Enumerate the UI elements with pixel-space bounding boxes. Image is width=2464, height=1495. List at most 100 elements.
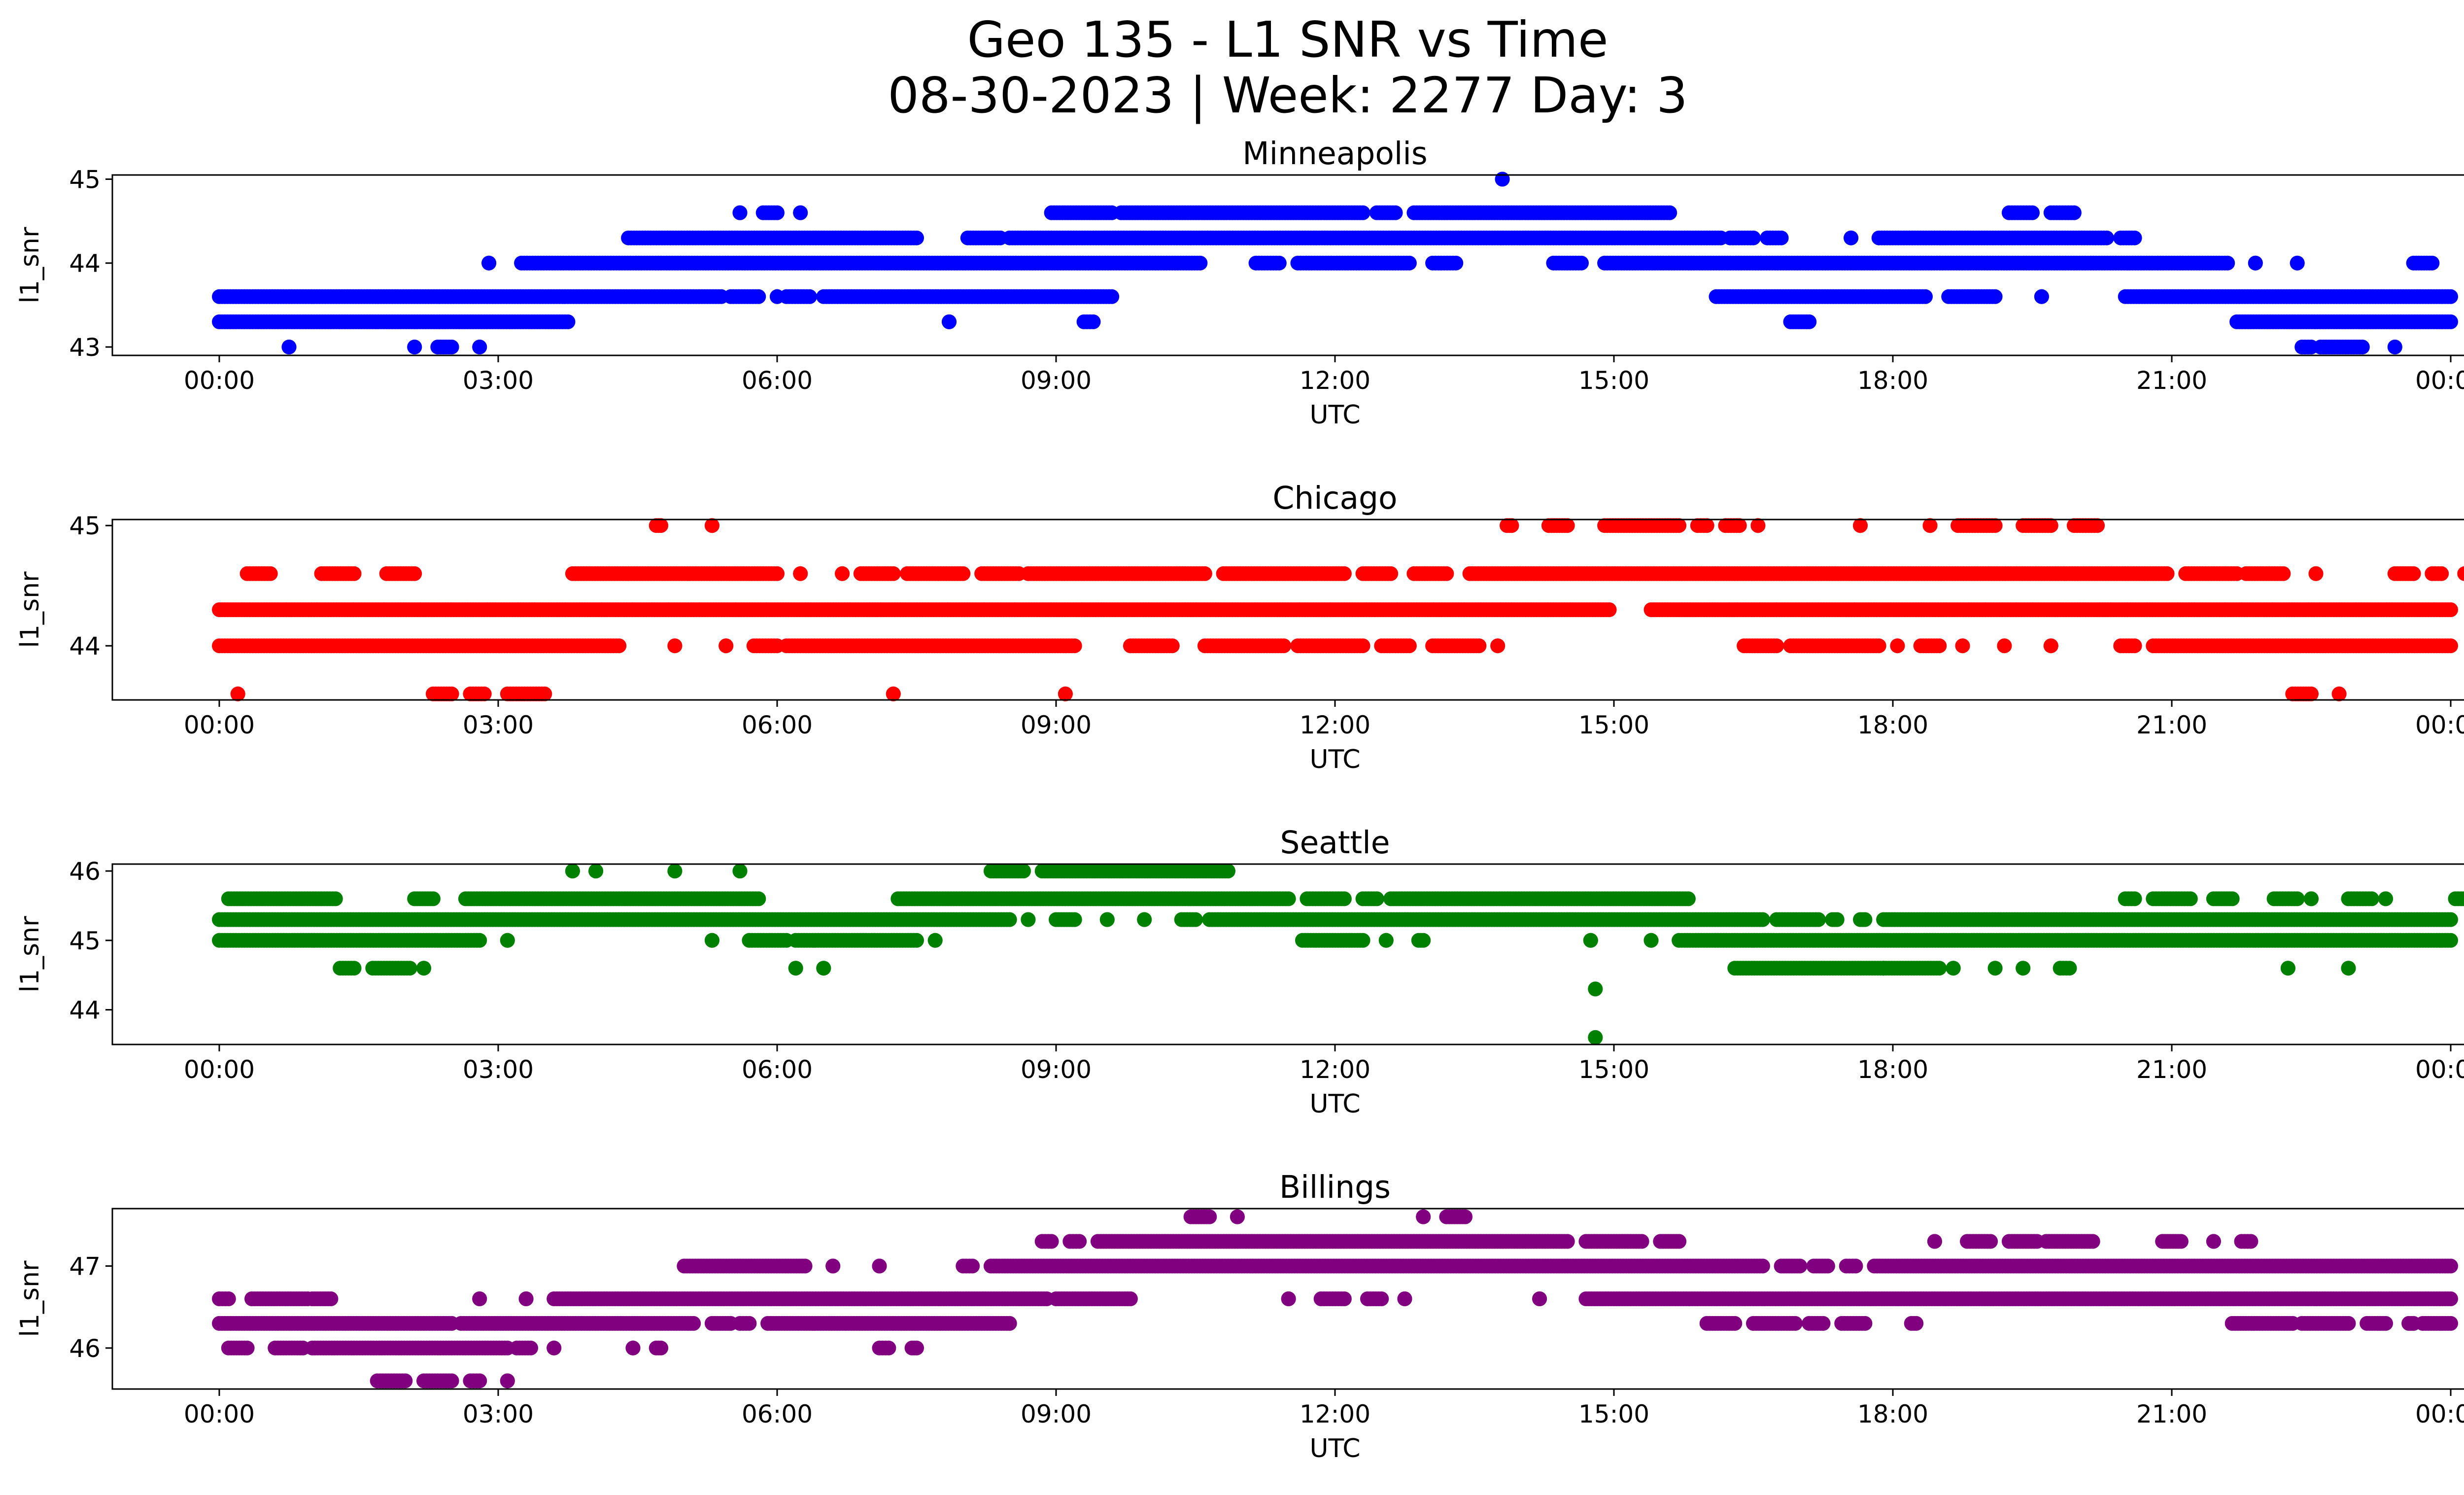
data-point (1987, 289, 2003, 304)
data-point (1588, 1030, 1603, 1045)
data-point (1583, 933, 1598, 948)
x-tick-label: 03:00 (463, 711, 534, 739)
data-point (788, 961, 803, 976)
data-point (407, 566, 422, 581)
data-point (1197, 566, 1212, 581)
data-point (1355, 638, 1370, 654)
data-point (416, 961, 431, 976)
data-point (1355, 205, 1370, 220)
data-point (2099, 230, 2114, 245)
data-point (477, 686, 492, 701)
data-point (2443, 933, 2458, 948)
data-point (1774, 230, 1789, 245)
data-point (909, 230, 924, 245)
data-point (1588, 981, 1603, 997)
data-point (2248, 255, 2263, 271)
data-point (1336, 566, 1352, 581)
data-point (1439, 566, 1454, 581)
x-tick-label: 00:00 (2415, 366, 2464, 395)
data-point (1672, 518, 1687, 533)
data-point (2387, 340, 2402, 354)
data-point (1853, 518, 1868, 533)
data-point (1472, 638, 1487, 654)
data-point (1871, 638, 1886, 654)
data-point (263, 566, 278, 581)
data-point (1574, 255, 1589, 271)
data-point (2443, 602, 2458, 617)
figure-title-line1: Geo 135 - L1 SNR vs Time (967, 11, 1608, 69)
data-point (927, 933, 943, 948)
data-point (2090, 518, 2105, 533)
data-point (704, 518, 719, 533)
data-point (1490, 638, 1506, 654)
data-point (1890, 638, 1905, 654)
y-tick-label: 44 (69, 632, 101, 661)
data-point (835, 566, 850, 581)
data-point (1383, 566, 1399, 581)
x-axis-label: UTC (1309, 745, 1360, 774)
data-point (1058, 686, 1073, 701)
data-point (732, 205, 748, 220)
data-point (2434, 566, 2449, 581)
data-point (802, 289, 817, 304)
data-point (1955, 638, 1970, 654)
data-point (1378, 933, 1394, 948)
data-point (1876, 961, 1891, 976)
data-point (1086, 314, 1101, 329)
y-axis-label: l1_snr (15, 571, 45, 648)
data-point (444, 686, 459, 701)
data-point (1946, 961, 1961, 976)
y-tick-label: 45 (69, 166, 101, 194)
x-tick-label: 15:00 (1578, 711, 1649, 739)
data-point (2406, 566, 2421, 581)
data-point (770, 566, 785, 581)
data-point (1922, 518, 1938, 533)
data-point (402, 961, 417, 976)
data-point (1932, 961, 1947, 976)
data-point (2276, 566, 2291, 581)
data-point (1448, 255, 1464, 271)
x-tick-label: 18:00 (1857, 711, 1928, 739)
data-point (1495, 172, 1510, 187)
data-point (886, 686, 901, 701)
data-point (1643, 933, 1659, 948)
data-point (793, 566, 808, 581)
x-tick-label: 03:00 (463, 366, 534, 395)
data-point (886, 566, 901, 581)
x-tick-label: 00:00 (2415, 711, 2464, 739)
x-tick-label: 00:00 (184, 711, 255, 739)
data-point (770, 205, 785, 220)
x-tick-label: 18:00 (1857, 366, 1928, 395)
data-point (2308, 566, 2324, 581)
data-point (956, 566, 971, 581)
data-point (2043, 638, 2058, 654)
data-point (1602, 602, 1617, 617)
x-tick-label: 09:00 (1021, 366, 1092, 395)
data-point (2062, 961, 2077, 976)
data-point (1355, 933, 1370, 948)
data-point (1504, 518, 1519, 533)
scatter-series (212, 518, 2464, 701)
data-point (2304, 686, 2319, 701)
data-point (1750, 518, 1766, 533)
data-point (2443, 314, 2458, 329)
data-point (407, 340, 422, 354)
data-point (2066, 205, 2082, 220)
data-point (667, 638, 683, 654)
data-point (2331, 686, 2347, 701)
data-point (704, 933, 719, 948)
data-point (1271, 255, 1287, 271)
x-tick-label: 12:00 (1300, 711, 1370, 739)
subplot-title: Seattle (1280, 825, 1390, 861)
x-tick-label: 12:00 (1300, 366, 1370, 395)
data-point (481, 255, 497, 271)
data-point (230, 686, 245, 701)
x-tick-label: 21:00 (2136, 711, 2207, 739)
x-tick-label: 15:00 (1578, 366, 1649, 395)
data-point (751, 289, 766, 304)
data-point (1918, 289, 1933, 304)
